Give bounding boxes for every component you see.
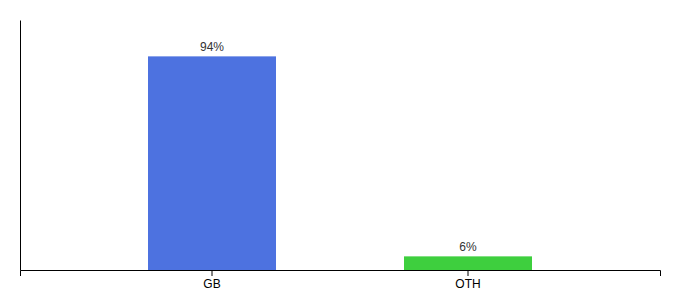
bars [148, 56, 532, 270]
x-axis-line [21, 271, 661, 277]
bar [148, 56, 276, 270]
x-tick-mark [212, 270, 213, 276]
bar [404, 256, 532, 270]
x-axis: GB OTH [21, 270, 661, 291]
data-label: 94% [200, 40, 224, 54]
data-labels: 94% 6% [200, 40, 477, 254]
chart: 94% 6% GB OTH [0, 0, 680, 300]
x-tick: OTH [455, 270, 480, 291]
x-tick-label: OTH [455, 277, 480, 291]
plot: 94% 6% GB OTH [21, 21, 661, 291]
x-tick: GB [203, 270, 220, 291]
x-tick-mark [468, 270, 469, 276]
y-axis [20, 21, 21, 271]
data-label: 6% [459, 240, 477, 254]
y-axis-line [20, 21, 21, 271]
x-tick-label: GB [203, 277, 220, 291]
